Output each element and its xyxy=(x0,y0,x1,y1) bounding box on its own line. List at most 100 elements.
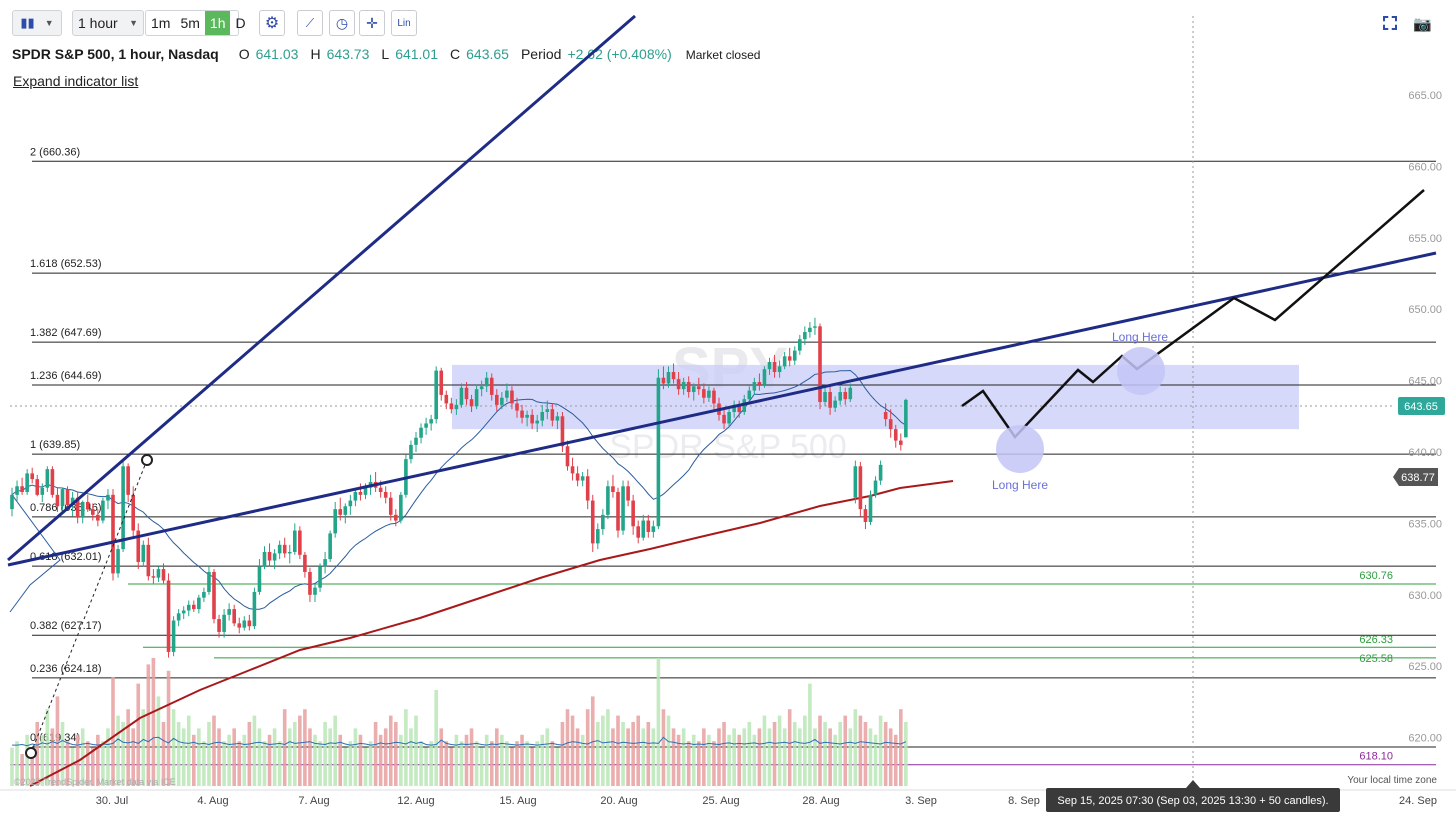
candle-body xyxy=(681,382,686,390)
candle-body xyxy=(277,544,282,554)
candle-body xyxy=(414,437,418,445)
volume-bar xyxy=(257,728,262,786)
open-value: 641.03 xyxy=(255,46,299,62)
volume-bar xyxy=(50,728,55,786)
chart-type-select[interactable]: ▮▮ ▼ xyxy=(12,10,62,36)
scale-label: Lin xyxy=(397,17,411,29)
close-label: C xyxy=(450,46,461,62)
candle-body xyxy=(888,419,893,430)
moving-average-200 xyxy=(29,480,954,787)
volume-bar xyxy=(525,741,529,786)
volume-bar xyxy=(424,747,428,786)
fib-label: 0.786 (635.46) xyxy=(30,502,102,514)
volume-bar xyxy=(535,741,539,786)
candle-body xyxy=(181,610,186,614)
price-tag-bg xyxy=(1393,468,1438,486)
volume-bar xyxy=(454,734,459,786)
candle-body xyxy=(338,509,343,515)
drawing-tool-button[interactable]: ⟋ xyxy=(297,10,323,36)
settings-button[interactable]: ⚙ xyxy=(259,10,285,36)
volume-bar xyxy=(505,741,509,786)
candle-body xyxy=(787,356,792,361)
candle-body xyxy=(10,494,14,510)
long-entry-marker xyxy=(1117,347,1165,395)
candle-body xyxy=(661,377,666,384)
candle-body xyxy=(303,554,307,572)
fib-label: 0.236 (624.18) xyxy=(30,663,102,675)
candle-body xyxy=(333,509,337,534)
symbol-header: SPDR S&P 500, 1 hour, Nasdaq O 641.03 H … xyxy=(12,46,760,62)
volume-bar xyxy=(343,747,348,786)
candle-body xyxy=(444,394,449,404)
crosshair-button[interactable]: ✛ xyxy=(359,10,385,36)
volume-bar xyxy=(394,722,398,786)
candle-body xyxy=(151,576,156,578)
interval-5m[interactable]: 5m xyxy=(180,15,200,31)
volume-bar xyxy=(888,728,893,786)
volume-bar xyxy=(585,709,590,786)
candle-body xyxy=(363,487,368,495)
interval-1h[interactable]: 1h xyxy=(204,11,231,35)
candle-body xyxy=(20,486,24,492)
candle-body xyxy=(232,609,236,624)
x-tick-label: 30. Jul xyxy=(96,795,128,807)
volume-bar xyxy=(181,728,186,786)
candle-body xyxy=(671,372,676,380)
volume-bar xyxy=(333,715,337,786)
volume-bar xyxy=(368,741,373,786)
snapshot-button[interactable]: 📷 xyxy=(1413,15,1432,33)
volume-bar xyxy=(474,741,479,786)
interval-select-label: 1 hour xyxy=(78,15,118,31)
volume-bar xyxy=(661,709,666,786)
clock-button[interactable]: ◷ xyxy=(329,10,355,36)
candle-body xyxy=(636,526,640,538)
y-tick-label: 620.00 xyxy=(1408,733,1442,745)
y-tick-label: 660.00 xyxy=(1408,161,1442,173)
volume-bar xyxy=(237,741,242,786)
x-tick-label: 28. Aug xyxy=(802,795,839,807)
candle-body xyxy=(45,469,50,488)
x-tick-label: 20. Aug xyxy=(600,795,637,807)
volume-bar xyxy=(712,741,716,786)
volume-bar xyxy=(106,728,110,786)
volume-bar xyxy=(469,728,474,786)
scale-button[interactable]: Lin xyxy=(391,10,417,36)
volume-bar xyxy=(146,664,151,786)
volume-bar xyxy=(762,715,767,786)
camera-icon: 📷 xyxy=(1413,16,1432,33)
volume-bar xyxy=(383,728,388,786)
candle-body xyxy=(404,459,408,495)
volume-bar xyxy=(409,728,413,786)
interval-d[interactable]: D xyxy=(235,15,246,31)
candle-body xyxy=(70,497,75,505)
candle-body xyxy=(409,444,413,460)
volume-bar xyxy=(863,722,868,786)
candle-body xyxy=(575,473,580,481)
buy-zone xyxy=(452,364,1299,430)
candle-body xyxy=(565,446,570,467)
candle-body xyxy=(863,509,868,522)
volume-bar xyxy=(686,741,691,786)
candle-body xyxy=(308,571,312,595)
volume-bar xyxy=(616,715,620,786)
volume-bar xyxy=(151,658,156,786)
volume-bar xyxy=(338,734,343,786)
price-tag-bg xyxy=(1398,397,1445,415)
interval-select[interactable]: 1 hour ▼ xyxy=(72,10,144,36)
candle-body xyxy=(161,569,166,581)
volume-bar xyxy=(247,722,252,786)
fullscreen-button[interactable] xyxy=(1383,16,1399,32)
volume-bar xyxy=(166,670,171,786)
interval-1m[interactable]: 1m xyxy=(151,15,171,31)
candle-body xyxy=(737,404,741,413)
period-label: Period xyxy=(520,46,562,62)
volume-bar xyxy=(373,722,378,786)
candle-body xyxy=(429,419,433,424)
expand-indicator-link[interactable]: Expand indicator list xyxy=(13,73,139,89)
candle-body xyxy=(555,416,560,421)
fib-label: 1.382 (647.69) xyxy=(30,327,102,339)
volume-bar xyxy=(813,728,817,786)
volume-bar xyxy=(666,715,671,786)
volume-bar xyxy=(818,715,822,786)
